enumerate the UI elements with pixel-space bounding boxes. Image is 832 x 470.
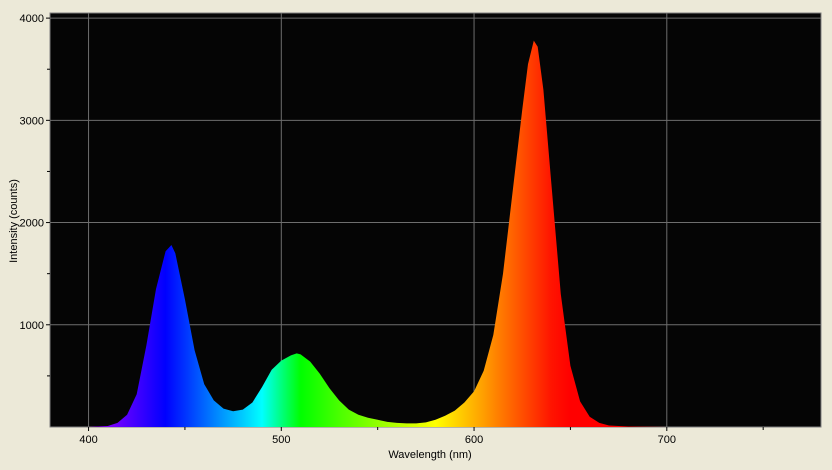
y-tick-label: 4000	[20, 13, 44, 25]
series-layer	[88, 40, 821, 427]
y-tick-label: 1000	[20, 320, 44, 332]
axes: 400 500 600 700 1000 2000 3000 4000	[20, 13, 764, 446]
y-tick-label: 3000	[20, 115, 44, 127]
x-tick-label: 400	[79, 434, 97, 446]
spectrum-series-area	[88, 40, 821, 427]
x-tick-label: 700	[658, 434, 676, 446]
y-axis-title: Intensity (counts)	[8, 179, 20, 263]
x-tick-label: 600	[465, 434, 483, 446]
x-tick-label: 500	[272, 434, 290, 446]
x-axis-title: Wavelength (nm)	[388, 449, 471, 461]
y-tick-label: 2000	[20, 218, 44, 230]
